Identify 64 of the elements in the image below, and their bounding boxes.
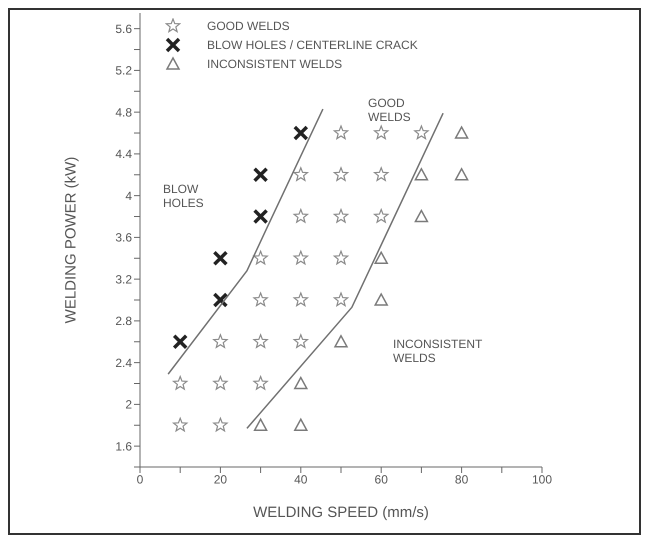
point [334,250,348,265]
legend-label: INCONSISTENT WELDS [207,56,342,70]
point [253,376,268,390]
point [172,376,188,390]
point [213,334,228,348]
annotation: GOOD WELDS [368,96,411,124]
y-tick-label: 4 [125,188,132,203]
x-tick-label: 20 [214,472,228,487]
point [294,167,308,182]
point [374,208,388,223]
point [414,168,428,181]
point [374,293,388,306]
point [374,252,388,264]
point [294,376,308,390]
y-tick-label: 5.2 [115,64,132,78]
legend-label: BLOW HOLES / CENTERLINE CRACK [207,38,418,52]
point [253,292,268,306]
annotation: BLOW HOLES [163,182,204,210]
point [334,208,348,223]
x-tick-label: 80 [454,472,469,487]
y-tick-label: 2.8 [115,314,132,328]
point [334,292,348,306]
point [252,167,268,183]
point [294,334,308,348]
annotation: INCONSISTENT WELDS [393,337,482,365]
x-axis-title: WELDING SPEED (mm/s) [253,504,429,521]
point [253,250,268,265]
point [334,125,348,140]
point [252,208,268,224]
point [172,334,188,350]
point [334,335,348,348]
x-tick-label: 60 [374,472,388,487]
x-tick-label: 0 [136,472,144,487]
point [294,208,308,223]
y-tick-label: 2 [125,398,132,412]
point [454,126,468,139]
y-tick-label: 4.8 [115,105,132,120]
x-tick-label: 40 [294,472,308,487]
point [374,167,388,182]
point [294,250,308,265]
point [414,210,428,222]
y-tick-label: 3.2 [115,272,132,286]
point [253,334,268,348]
point [294,418,308,432]
point [213,418,228,432]
legend-label: GOOD WELDS [207,18,290,32]
y-tick-label: 2.4 [115,356,132,370]
point [212,250,228,266]
point [212,292,228,308]
point [414,125,429,140]
y-tick-label: 5.6 [115,22,132,36]
y-tick-label: 1.6 [115,439,132,454]
x-tick-label: 100 [532,472,552,487]
point [334,167,348,182]
y-tick-label: 4.4 [115,147,132,162]
point [454,168,468,181]
y-axis-title: WELDING POWER (kW) [62,156,80,324]
point [293,125,309,141]
point [254,418,268,432]
point [213,376,228,390]
point [374,125,388,140]
point [172,418,188,432]
point [294,292,308,306]
y-tick-label: 3.6 [115,230,132,245]
